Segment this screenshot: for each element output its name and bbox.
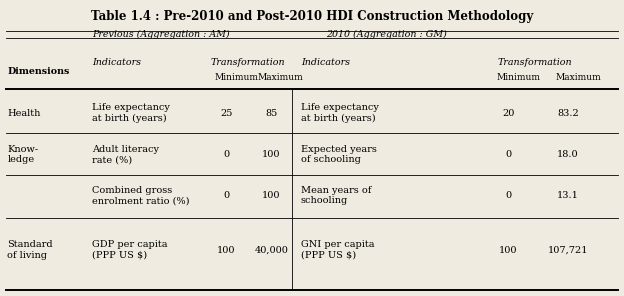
Text: Health: Health [7, 109, 41, 118]
Text: GDP per capita
(PPP US $): GDP per capita (PPP US $) [92, 240, 168, 260]
Text: Life expectancy
at birth (years): Life expectancy at birth (years) [301, 103, 379, 123]
Text: Adult literacy
rate (%): Adult literacy rate (%) [92, 145, 159, 164]
Text: 20: 20 [502, 109, 515, 118]
Text: Transformation: Transformation [210, 58, 285, 67]
Text: 83.2: 83.2 [557, 109, 578, 118]
Text: 0: 0 [505, 191, 512, 200]
Text: Indicators: Indicators [301, 58, 350, 67]
Text: 40,000: 40,000 [255, 246, 288, 255]
Text: Expected years
of schooling: Expected years of schooling [301, 145, 377, 164]
Text: Minimum: Minimum [496, 73, 540, 82]
Text: Table 1.4 : Pre-2010 and Post-2010 HDI Construction Methodology: Table 1.4 : Pre-2010 and Post-2010 HDI C… [91, 10, 533, 23]
Text: Transformation: Transformation [498, 58, 572, 67]
Text: 107,721: 107,721 [548, 246, 588, 255]
Text: Indicators: Indicators [92, 58, 142, 67]
Text: Life expectancy
at birth (years): Life expectancy at birth (years) [92, 103, 170, 123]
Text: 18.0: 18.0 [557, 150, 578, 159]
Text: GNI per capita
(PPP US $): GNI per capita (PPP US $) [301, 240, 374, 260]
Text: 100: 100 [262, 150, 281, 159]
Text: Previous (Aggregation : AM): Previous (Aggregation : AM) [92, 30, 230, 39]
Text: Minimum: Minimum [214, 73, 258, 82]
Text: 85: 85 [265, 109, 278, 118]
Text: 0: 0 [223, 191, 230, 200]
Text: Combined gross
enrolment ratio (%): Combined gross enrolment ratio (%) [92, 186, 190, 205]
Text: 2010 (Aggregation : GM): 2010 (Aggregation : GM) [326, 30, 447, 39]
Text: Know-
ledge: Know- ledge [7, 145, 39, 164]
Text: 100: 100 [217, 246, 236, 255]
Text: 0: 0 [505, 150, 512, 159]
Text: 25: 25 [220, 109, 233, 118]
Text: Mean years of
schooling: Mean years of schooling [301, 186, 371, 205]
Text: Maximum: Maximum [258, 73, 303, 82]
Text: 100: 100 [499, 246, 518, 255]
Text: 100: 100 [262, 191, 281, 200]
Text: Maximum: Maximum [555, 73, 601, 82]
Text: Dimensions: Dimensions [7, 67, 70, 76]
Text: 13.1: 13.1 [557, 191, 579, 200]
Text: 0: 0 [223, 150, 230, 159]
Text: Standard
of living: Standard of living [7, 240, 53, 260]
